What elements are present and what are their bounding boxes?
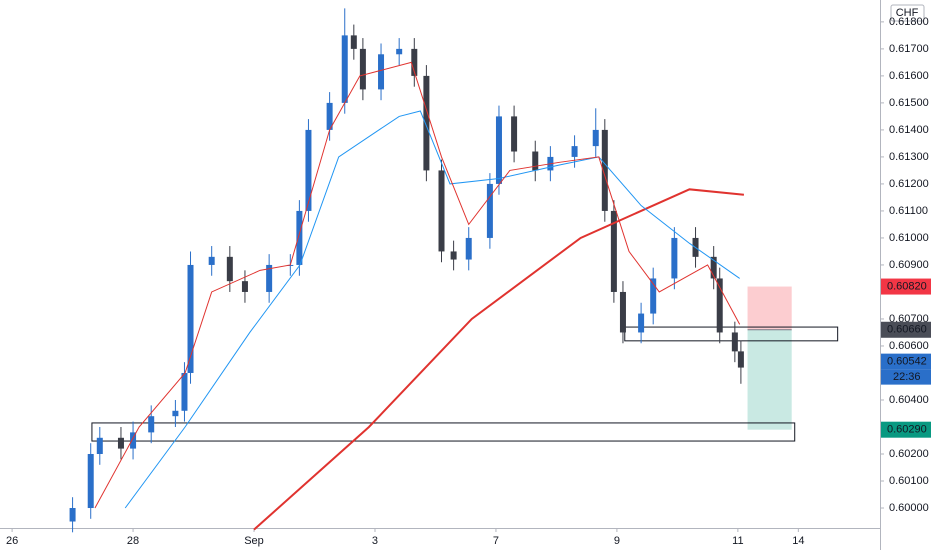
candle-body xyxy=(438,170,445,252)
candle-body xyxy=(486,183,493,238)
price-label: 0.60660 xyxy=(887,324,927,336)
price-label-box xyxy=(881,278,931,295)
x-tick-label: 28 xyxy=(127,535,139,547)
candle-body xyxy=(341,35,348,103)
candle-body xyxy=(638,313,645,333)
candle-body xyxy=(671,237,678,279)
candle-body xyxy=(117,437,124,449)
candle-body xyxy=(378,54,385,90)
x-tick-label: 3 xyxy=(372,535,378,547)
y-tick-label: 0.61400 xyxy=(889,124,929,136)
y-tick-label: 0.60400 xyxy=(889,394,929,406)
x-tick-label: 14 xyxy=(792,535,804,547)
y-tick-label: 0.61000 xyxy=(889,232,929,244)
y-tick-label: 0.61700 xyxy=(889,43,929,55)
y-tick-label: 0.61300 xyxy=(889,151,929,163)
price-label: 0.60542 xyxy=(887,356,927,368)
zone xyxy=(624,326,839,342)
price-label-box xyxy=(881,353,931,370)
stop-zone xyxy=(747,286,792,330)
zone xyxy=(91,422,796,442)
moving-average xyxy=(124,110,740,509)
candle-body xyxy=(181,372,188,411)
candle-body xyxy=(187,264,194,373)
y-tick-label: 0.60100 xyxy=(889,475,929,487)
candle-body xyxy=(601,129,608,211)
y-tick-label: 0.60600 xyxy=(889,340,929,352)
y-tick-label: 0.61800 xyxy=(889,16,929,28)
y-tick-label: 0.61500 xyxy=(889,97,929,109)
candle-body xyxy=(532,151,539,171)
candle-body xyxy=(716,278,723,333)
candle-body xyxy=(619,291,626,333)
candle-body xyxy=(241,281,248,292)
price-label-box xyxy=(881,321,931,338)
candle-body xyxy=(650,278,657,314)
candle-body xyxy=(592,129,599,147)
currency: CHF xyxy=(896,7,919,19)
y-tick-label: 0.60000 xyxy=(889,502,929,514)
candle-body xyxy=(710,256,717,279)
currency-box[interactable] xyxy=(890,4,925,22)
candle-body xyxy=(130,432,137,449)
x-tick-label: 26 xyxy=(6,535,18,547)
candle-body xyxy=(411,48,418,76)
moving-average xyxy=(253,188,745,531)
candle-body xyxy=(359,48,366,90)
price-label-box xyxy=(881,421,931,438)
y-tick-label: 0.61200 xyxy=(889,178,929,190)
y-tick-label: 0.60200 xyxy=(889,448,929,460)
x-tick-label: 11 xyxy=(732,535,743,547)
candle-body xyxy=(571,146,578,157)
x-tick-label: Sep xyxy=(244,535,264,547)
y-tick-label: 0.60900 xyxy=(889,259,929,271)
candle-body xyxy=(96,437,103,454)
candle-body xyxy=(737,351,744,368)
candle-body xyxy=(423,75,430,171)
countdown-box xyxy=(881,369,931,385)
x-tick-label: 9 xyxy=(614,535,620,547)
countdown: 22:36 xyxy=(893,371,921,383)
candle-body xyxy=(148,416,155,433)
candle-body xyxy=(69,508,76,522)
candle-body xyxy=(396,48,403,55)
candle-body xyxy=(731,332,738,352)
candle-body xyxy=(350,35,357,49)
price-label: 0.60820 xyxy=(887,280,927,292)
candle-body xyxy=(172,410,179,417)
candle-body xyxy=(296,210,303,265)
candle-body xyxy=(208,256,215,265)
y-tick-label: 0.61600 xyxy=(889,70,929,82)
x-tick-label: 7 xyxy=(493,535,499,547)
candle-body xyxy=(610,210,617,292)
candle-body xyxy=(511,116,518,152)
y-tick-label: 0.61100 xyxy=(889,205,928,217)
candle-body xyxy=(495,116,502,184)
target-zone xyxy=(747,329,792,430)
candle-body xyxy=(305,129,312,211)
candle-body xyxy=(326,102,333,130)
candle-body xyxy=(465,237,472,260)
moving-average xyxy=(94,61,741,509)
candle-body xyxy=(266,264,273,292)
price-label: 0.60290 xyxy=(887,424,927,436)
candle-body xyxy=(87,453,94,509)
candle-body xyxy=(450,251,457,260)
candle-body xyxy=(226,256,233,282)
